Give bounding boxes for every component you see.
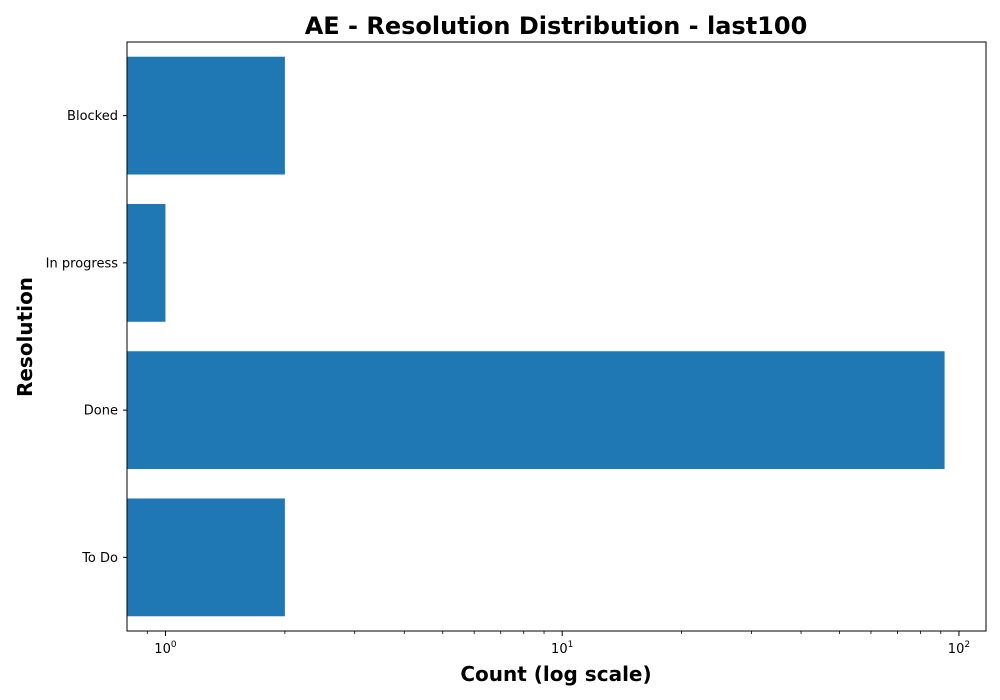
- bar-to-do: [127, 498, 285, 617]
- y-tick-label-in-progress: In progress: [46, 256, 119, 271]
- y-tick-label-blocked: Blocked: [67, 109, 118, 124]
- y-tick-label-to-do: To Do: [81, 551, 118, 566]
- x-tick-label-1e2: 102: [948, 640, 970, 657]
- y-axis-ticks: To Do Done In progress Blocked: [46, 109, 127, 566]
- x-tick-label-1e0: 100: [154, 640, 177, 657]
- bar-in-progress: [127, 203, 166, 322]
- y-axis-title: Resolution: [13, 277, 37, 397]
- plot-frame: [126, 41, 987, 632]
- x-axis-ticks: 100 101 102: [146, 631, 970, 657]
- bar-done: [127, 351, 945, 470]
- y-tick-label-done: Done: [84, 404, 118, 419]
- x-tick-label-1e1: 101: [551, 640, 573, 657]
- bars-layer: [127, 56, 945, 617]
- chart-title: AE - Resolution Distribution - last100: [305, 12, 808, 40]
- x-axis-title: Count (log scale): [460, 662, 651, 686]
- bar-blocked: [127, 56, 285, 175]
